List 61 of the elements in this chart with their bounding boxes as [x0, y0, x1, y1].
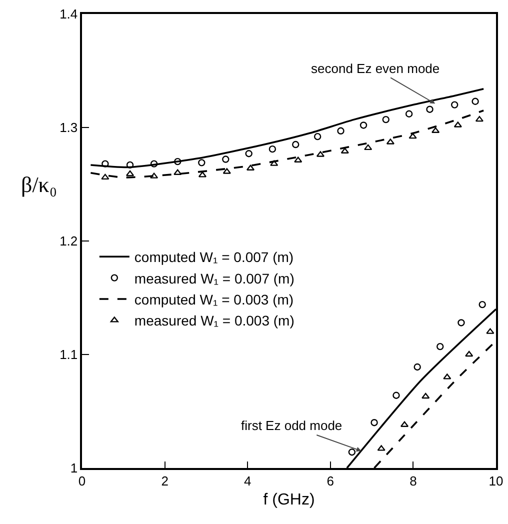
x-axis-title: f (GHz) — [263, 492, 315, 509]
x-tick-label: 4 — [244, 473, 252, 488]
point — [386, 138, 394, 144]
y-tick-label: 1.3 — [60, 120, 78, 136]
annotation: first Ez odd mode — [241, 418, 342, 433]
point — [294, 156, 302, 163]
legend-label: measured W₁ = 0.003 (m) — [134, 312, 294, 329]
point — [432, 127, 440, 133]
point — [360, 122, 368, 129]
point — [486, 328, 494, 334]
point — [348, 448, 356, 456]
point — [268, 145, 276, 153]
point — [465, 350, 474, 357]
y-tick-label: 1.4 — [60, 6, 78, 22]
point — [370, 419, 378, 426]
point — [101, 174, 110, 180]
point — [198, 159, 206, 166]
point — [245, 150, 252, 158]
point — [292, 140, 300, 148]
y-tick-label: 1.2 — [60, 234, 78, 249]
x-tick-label: 8 — [410, 473, 417, 488]
point — [443, 374, 452, 380]
point — [408, 132, 417, 139]
point — [414, 363, 421, 371]
x-tick-label: 0 — [78, 473, 86, 488]
x-tick-label: 6 — [326, 473, 334, 488]
y-tick-label: 1 — [70, 460, 78, 476]
point — [451, 101, 458, 108]
x-tick-label: 10 — [488, 473, 504, 488]
point — [222, 156, 230, 163]
point — [126, 170, 134, 176]
point — [377, 445, 386, 451]
point — [174, 169, 182, 175]
point — [475, 116, 484, 122]
point — [102, 160, 109, 168]
point — [150, 160, 158, 168]
point — [364, 144, 372, 150]
annotation: second Ez even mode — [311, 61, 440, 76]
point — [454, 122, 462, 128]
point — [222, 168, 231, 174]
point — [337, 127, 344, 134]
point — [126, 161, 134, 169]
legend-label: measured W₁ = 0.007 (m) — [134, 270, 294, 286]
point — [314, 132, 322, 140]
point — [392, 392, 400, 399]
point — [405, 110, 413, 118]
point — [174, 158, 182, 166]
point — [426, 106, 434, 113]
legend-label: computed W₁ = 0.007 (m) — [134, 249, 294, 266]
point — [472, 98, 479, 105]
point — [458, 319, 465, 326]
point — [478, 300, 486, 308]
point — [340, 148, 349, 154]
legend-label: computed W₁ = 0.003 (m) — [134, 291, 294, 308]
point — [422, 392, 430, 399]
y-axis-title: β/κ₀ — [21, 172, 58, 197]
x-tick-label: 2 — [161, 473, 168, 488]
point — [270, 160, 278, 166]
y-tick-label: 1.1 — [60, 347, 78, 362]
point — [436, 342, 444, 350]
point — [382, 116, 390, 124]
